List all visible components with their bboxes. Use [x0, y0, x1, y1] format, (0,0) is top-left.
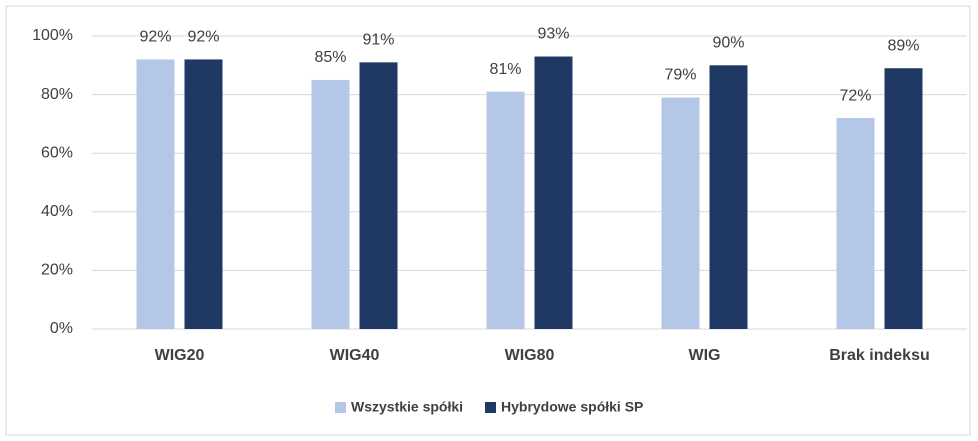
data-label: 92%	[187, 29, 219, 46]
bar	[534, 56, 573, 329]
x-tick-label: WIG20	[155, 347, 205, 364]
bar	[709, 65, 748, 330]
data-label: 93%	[537, 26, 569, 43]
legend-label: Wszystkie spółki	[351, 399, 463, 415]
x-tick-label: Brak indeksu	[829, 347, 929, 364]
data-label: 90%	[712, 35, 744, 52]
bar	[661, 97, 700, 329]
x-tick-label: WIG	[689, 347, 721, 364]
bar	[486, 91, 525, 329]
data-label: 91%	[362, 32, 394, 49]
bar	[884, 68, 923, 329]
data-label: 81%	[489, 61, 521, 78]
y-tick-label: 100%	[32, 27, 73, 44]
y-tick-label: 80%	[41, 86, 73, 103]
data-label: 85%	[314, 49, 346, 66]
data-label: 92%	[139, 29, 171, 46]
bar	[359, 62, 398, 330]
data-label: 72%	[839, 87, 871, 104]
x-tick-label: WIG40	[330, 347, 380, 364]
x-tick-label: WIG80	[505, 347, 555, 364]
bar	[136, 59, 175, 329]
y-tick-label: 20%	[41, 262, 73, 279]
legend-swatch	[335, 402, 346, 413]
legend-swatch	[485, 402, 496, 413]
data-label: 79%	[664, 67, 696, 84]
y-tick-label: 40%	[41, 203, 73, 220]
y-tick-label: 0%	[50, 320, 73, 337]
bar	[311, 79, 350, 329]
legend-label: Hybrydowe spółki SP	[501, 399, 643, 415]
bar	[836, 118, 875, 329]
bar	[184, 59, 223, 329]
data-label: 89%	[887, 37, 919, 54]
y-tick-label: 60%	[41, 144, 73, 161]
